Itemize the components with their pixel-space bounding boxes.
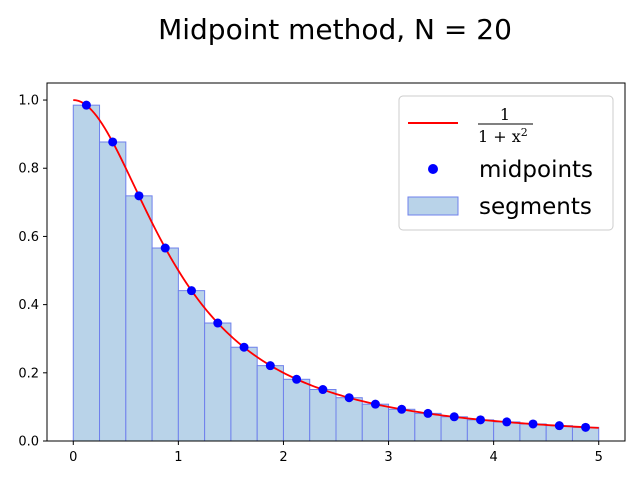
x-tick-label: 2 <box>279 450 287 465</box>
y-tick-label: 0.8 <box>18 162 39 177</box>
plot-frame <box>46 82 626 442</box>
segment-bar <box>99 141 127 442</box>
midpoint-marker <box>187 286 196 296</box>
segment-bar <box>125 195 153 442</box>
segment-bar <box>335 397 363 442</box>
y-tick-label: 0.6 <box>18 230 39 245</box>
legend-curve-denominator: 1 + x2 <box>478 126 528 146</box>
segment-bar <box>230 346 258 442</box>
midpoint-marker <box>581 422 591 432</box>
legend-curve-numerator: 1 <box>500 105 510 124</box>
midpoint-marker <box>370 399 380 409</box>
legend-midpoints-label: midpoints <box>479 157 593 183</box>
midpoint-marker <box>344 393 354 403</box>
x-tick-label: 1 <box>174 450 182 465</box>
x-tick-label: 4 <box>489 450 497 465</box>
segment-bar <box>177 290 206 442</box>
midpoint-marker <box>449 412 459 422</box>
x-axis-ticks: 0 1 2 3 4 5 <box>69 441 603 465</box>
segment-bar <box>309 389 337 442</box>
midpoint-marker <box>423 408 433 418</box>
midpoint-marker <box>528 419 538 429</box>
legend-segments-label: segments <box>479 194 592 220</box>
y-tick-label: 0.4 <box>18 298 39 313</box>
midpoint-marker <box>476 415 485 425</box>
legend-midpoints-swatch <box>428 164 438 174</box>
x-tick-label: 5 <box>595 450 603 465</box>
y-tick-label: 1.0 <box>18 94 39 109</box>
y-tick-label: 0.2 <box>18 366 39 381</box>
x-tick-label: 0 <box>69 450 77 465</box>
legend-curve-label: 1 1 + x2 <box>478 105 533 146</box>
segment-bar <box>72 104 101 442</box>
segment-bar <box>361 403 390 442</box>
segment-bar <box>388 408 416 442</box>
segment-bar <box>151 247 179 442</box>
x-tick-label: 3 <box>384 450 392 465</box>
midpoint-marker <box>81 100 91 110</box>
midpoint-marker <box>213 318 223 328</box>
midpoint-marker <box>265 361 275 371</box>
segment-bar <box>256 365 284 442</box>
legend-segments-swatch <box>407 196 459 216</box>
segment-bar <box>282 378 311 442</box>
midpoint-marker <box>239 342 249 352</box>
legend-denominator-base: 1 + x <box>478 127 521 146</box>
legend: 1 1 + x2 midpoints segments <box>398 95 614 231</box>
midpoint-marker <box>108 137 118 147</box>
midpoints-layer <box>81 100 591 432</box>
midpoint-marker <box>134 191 144 201</box>
y-tick-label: 0.0 <box>18 435 39 450</box>
midpoint-marker <box>292 374 302 384</box>
midpoint-marker <box>318 385 328 395</box>
midpoint-marker <box>160 243 170 253</box>
midpoint-marker <box>502 417 512 427</box>
segment-bar <box>204 322 232 442</box>
midpoint-marker <box>554 421 564 431</box>
legend-denominator-exponent: 2 <box>521 126 528 139</box>
chart-title: Midpoint method, N = 20 <box>158 13 512 46</box>
y-axis-ticks: 0.0 0.2 0.4 0.6 0.8 1.0 <box>18 94 47 450</box>
midpoint-marker <box>397 404 407 414</box>
